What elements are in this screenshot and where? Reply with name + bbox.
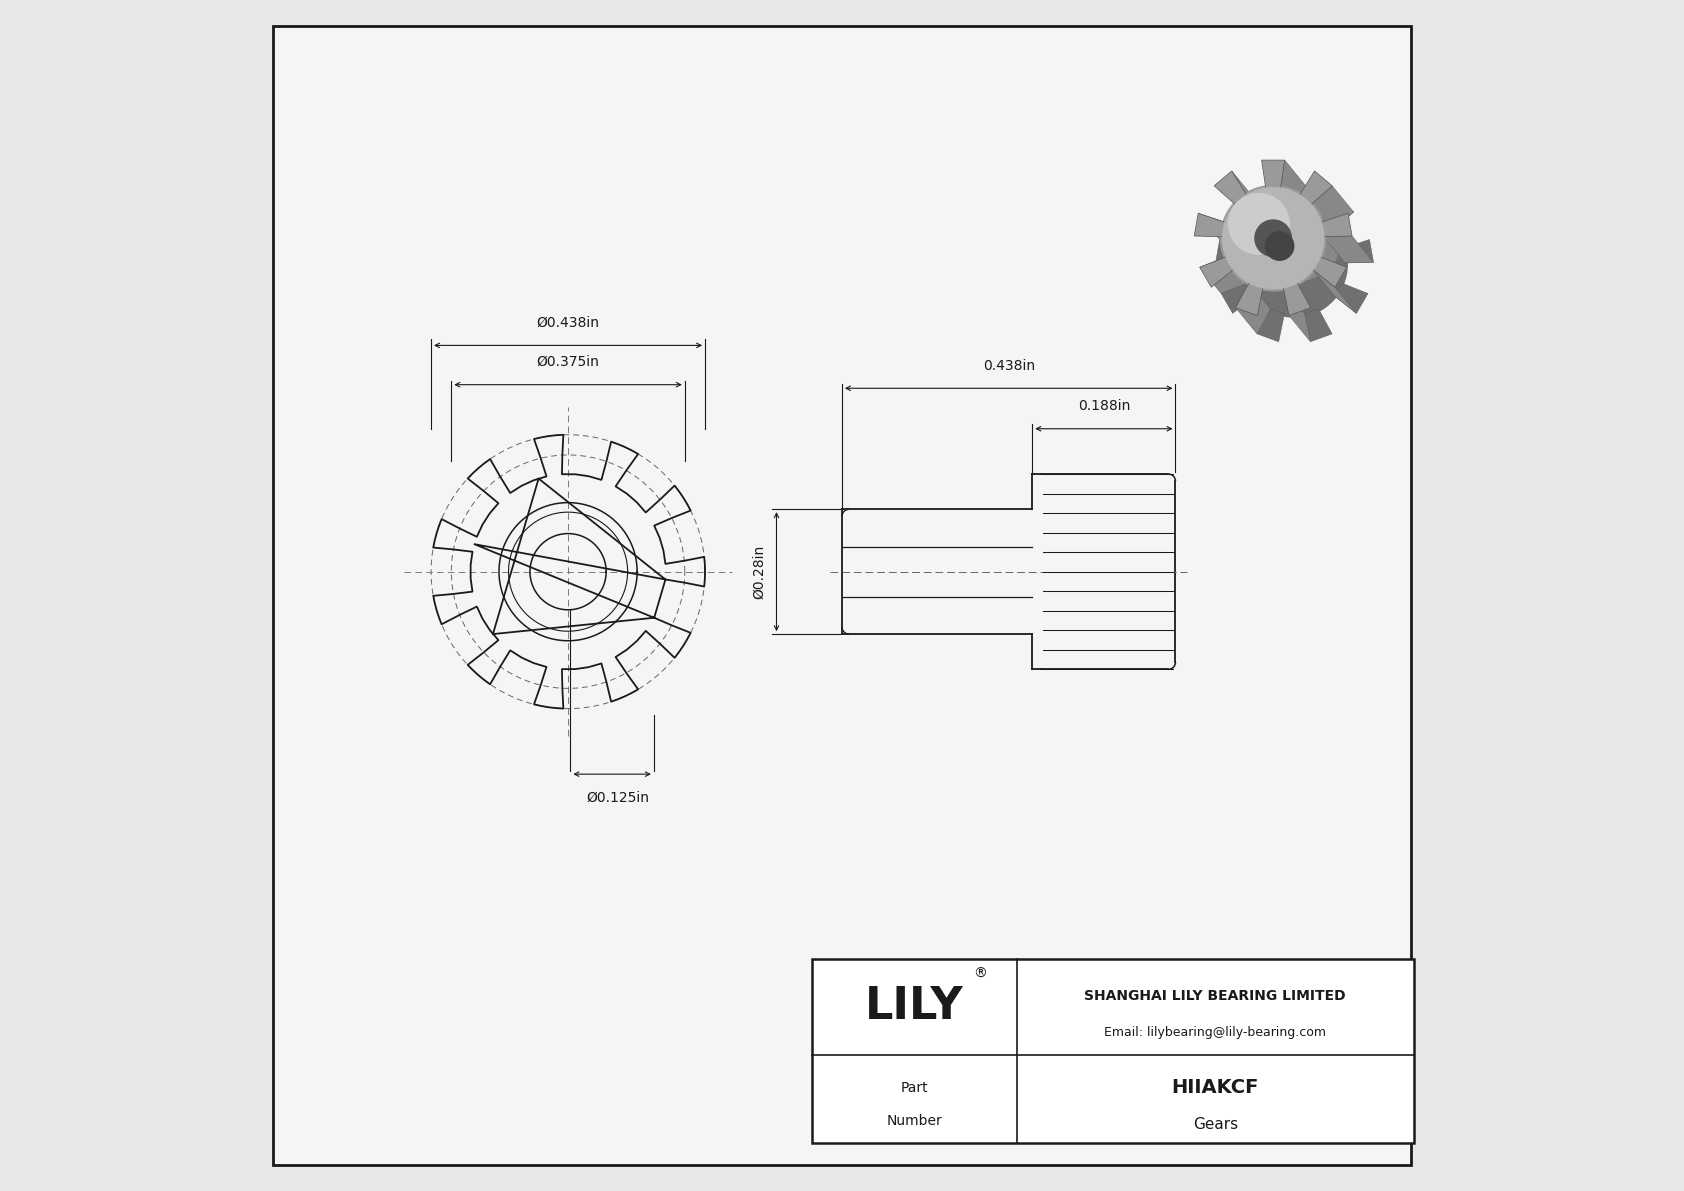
Text: 0.438in: 0.438in <box>983 358 1034 373</box>
Text: LILY: LILY <box>866 985 963 1028</box>
Text: Ø0.28in: Ø0.28in <box>751 544 766 599</box>
Polygon shape <box>1305 308 1332 342</box>
Polygon shape <box>1236 282 1270 333</box>
Polygon shape <box>1310 186 1354 231</box>
Polygon shape <box>1300 172 1332 205</box>
Circle shape <box>1241 212 1347 317</box>
Polygon shape <box>1221 283 1255 313</box>
Text: HIIAKCF: HIIAKCF <box>1172 1079 1260 1097</box>
Text: Ø0.375in: Ø0.375in <box>537 355 600 369</box>
Polygon shape <box>1283 288 1310 342</box>
Text: ®: ® <box>973 966 987 980</box>
Circle shape <box>1265 232 1293 261</box>
Polygon shape <box>1231 172 1268 222</box>
Text: Part: Part <box>901 1081 928 1095</box>
Polygon shape <box>1322 213 1352 237</box>
Polygon shape <box>1236 282 1263 316</box>
Text: Number: Number <box>886 1115 943 1128</box>
Polygon shape <box>1314 269 1357 313</box>
Polygon shape <box>1194 213 1226 237</box>
Text: Ø0.438in: Ø0.438in <box>537 316 600 330</box>
Polygon shape <box>1283 186 1307 214</box>
Circle shape <box>1229 193 1290 254</box>
Polygon shape <box>1199 213 1246 249</box>
Ellipse shape <box>1231 220 1337 282</box>
Polygon shape <box>1314 257 1347 287</box>
Text: 0.188in: 0.188in <box>1078 399 1130 413</box>
Circle shape <box>1255 220 1292 256</box>
Polygon shape <box>1199 257 1248 293</box>
Polygon shape <box>1214 172 1246 205</box>
Polygon shape <box>1322 198 1354 231</box>
Bar <box>812 959 1413 1143</box>
Text: Gears: Gears <box>1192 1117 1238 1133</box>
Text: Ø0.125in: Ø0.125in <box>586 791 650 805</box>
Polygon shape <box>1236 198 1268 231</box>
Polygon shape <box>1280 160 1307 214</box>
Circle shape <box>1221 186 1325 291</box>
Polygon shape <box>1261 160 1285 188</box>
Polygon shape <box>1256 308 1285 342</box>
Text: Email: lilybearing@lily-bearing.com: Email: lilybearing@lily-bearing.com <box>1105 1027 1327 1039</box>
Polygon shape <box>1283 282 1310 316</box>
Text: SHANGHAI LILY BEARING LIMITED: SHANGHAI LILY BEARING LIMITED <box>1084 989 1346 1003</box>
Polygon shape <box>1324 236 1374 263</box>
Polygon shape <box>1199 257 1233 287</box>
Polygon shape <box>1342 239 1374 263</box>
Polygon shape <box>1334 283 1367 313</box>
Polygon shape <box>1216 239 1246 263</box>
Circle shape <box>1223 187 1324 288</box>
